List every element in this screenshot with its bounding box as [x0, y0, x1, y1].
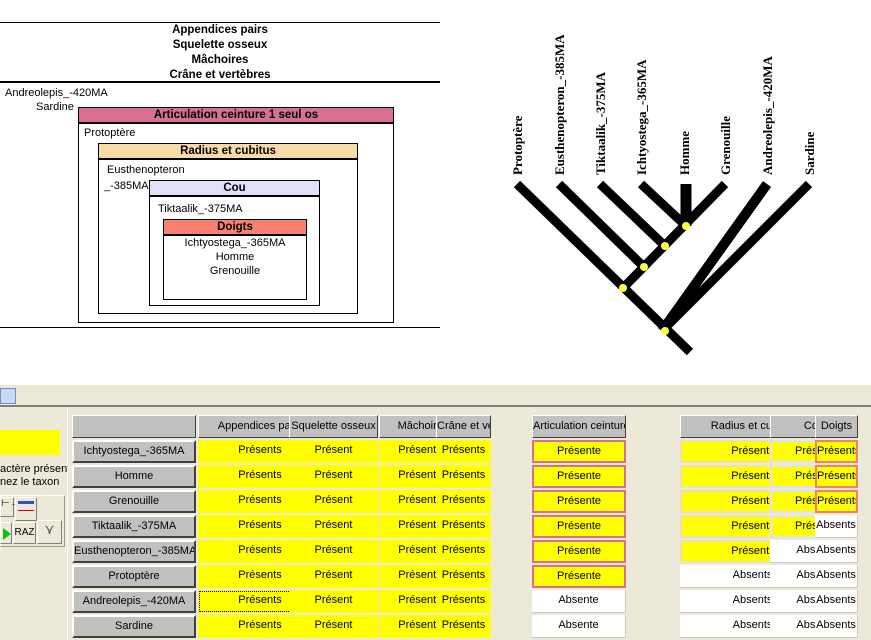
table-cell[interactable]: Présents — [815, 440, 858, 463]
row-header-taxon[interactable]: Grenouille — [72, 490, 196, 513]
shared-character: Appendices pairs — [172, 24, 268, 36]
table-cell[interactable]: Présent — [289, 565, 378, 588]
highlight-swatch — [0, 430, 60, 455]
leaf-label: Protoptère — [510, 115, 525, 175]
table-cell[interactable]: Présents — [436, 465, 491, 488]
column-header[interactable]: Crâne et vertèbres — [436, 415, 491, 438]
table-cell[interactable]: Présents — [815, 465, 858, 488]
branch — [596, 180, 669, 250]
leaf-label: Ichtyostega_-365MA — [634, 59, 649, 175]
row-header-taxon[interactable]: Protoptère — [72, 565, 196, 588]
table-cell[interactable]: Présents — [436, 490, 491, 513]
table-cell[interactable]: Absents — [815, 515, 858, 538]
table-cell[interactable]: Présents — [436, 440, 491, 463]
table-cell[interactable]: Présents — [436, 540, 491, 563]
scrollbar-thumb[interactable] — [0, 388, 16, 404]
shared-character: Crâne et vertèbres — [169, 69, 271, 81]
table-cell[interactable]: Présent — [289, 540, 378, 563]
row-header-taxon[interactable]: Ichtyostega_-365MA — [72, 440, 196, 463]
leaf-label: Sardine — [802, 131, 817, 175]
play-button[interactable] — [0, 522, 12, 544]
table-cell[interactable]: Présent — [289, 440, 378, 463]
tree-node — [661, 327, 669, 335]
table-cell[interactable]: Absents — [815, 590, 858, 613]
leaf-label: Tiktaalik_-375MA — [593, 71, 608, 175]
branch — [657, 181, 772, 334]
leaf-label: Grenouille — [718, 116, 733, 175]
table-view-button[interactable] — [15, 497, 37, 521]
taxon-label: Eusthenopteron — [107, 164, 185, 176]
tree-node — [682, 222, 690, 230]
box-title: Doigts — [164, 220, 306, 236]
table-cell[interactable]: Présente — [532, 465, 626, 488]
left-panel: actère présent nez le taxon ⊢→ RAZ ⋎ — [0, 407, 71, 640]
row-header-taxon[interactable]: Sardine — [72, 615, 196, 638]
expand-tree-button[interactable]: ⊢→ — [0, 497, 20, 517]
outgroup-taxon: Sardine — [36, 101, 74, 113]
shared-character: Mâchoires — [191, 54, 249, 66]
table-cell[interactable]: Présent — [289, 465, 378, 488]
taxon-label: Ichtyostega_-365MA — [184, 237, 286, 249]
tree-node — [661, 242, 669, 250]
table-cell[interactable]: Présent — [289, 590, 378, 613]
box-title: Cou — [150, 181, 319, 197]
table-cell[interactable]: Présents — [436, 565, 491, 588]
table-cell[interactable]: Présents — [436, 590, 491, 613]
table-cell[interactable]: Présent — [289, 515, 378, 538]
row-header-taxon[interactable]: Andreolepis_-420MA — [72, 590, 196, 613]
outgroup-taxon: Andreolepis_-420MA — [5, 87, 108, 99]
row-header-taxon[interactable]: Eusthenopteron_-385MA — [72, 540, 196, 563]
tree-node — [619, 284, 627, 292]
table-cell[interactable]: Absente — [532, 615, 626, 638]
taxon-label: Protoptère — [84, 127, 136, 139]
table-cell[interactable]: Présent — [289, 490, 378, 513]
table-cell[interactable]: Présente — [532, 490, 626, 513]
table-cell[interactable]: Présents — [436, 615, 491, 638]
leaf-label: Andreolepis_-420MA — [760, 55, 775, 175]
table-cell[interactable]: Absents — [815, 615, 858, 638]
toolbar-strip — [0, 385, 871, 407]
column-header[interactable]: Doigts — [815, 415, 858, 438]
box-doigts: Doigts Ichtyostega_-365MA Homme Grenouil… — [163, 219, 307, 300]
corner-header — [72, 415, 196, 438]
table-cell[interactable]: Présent — [289, 615, 378, 638]
branch — [637, 180, 690, 230]
column-header[interactable]: Articulation ceinture 1 seul os — [532, 415, 626, 438]
row-header-taxon[interactable]: Homme — [72, 465, 196, 488]
table-cell[interactable]: Présents — [815, 490, 858, 513]
box-title: Radius et cubitus — [99, 144, 357, 160]
taxon-label: Tiktaalik_-375MA — [158, 203, 243, 215]
raz-button[interactable]: RAZ — [13, 522, 36, 544]
table-cell[interactable]: Absents — [815, 540, 858, 563]
cladogram: Protoptère Eusthenopteron_-385MA Tiktaalik… — [510, 34, 817, 356]
table-cell[interactable]: Présente — [532, 540, 626, 563]
shared-character: Squelette osseux — [172, 39, 268, 51]
taxon-label: _-385MA — [104, 180, 149, 192]
character-table: Appendices pairs Squelette osseux Mâchoire… — [68, 407, 871, 640]
branch — [619, 180, 729, 292]
table-cell[interactable]: Absents — [815, 565, 858, 588]
leaf-label: Homme — [677, 131, 692, 175]
table-cell[interactable]: Présente — [532, 565, 626, 588]
taxon-label: Grenouille — [209, 265, 261, 277]
leaf-label: Eusthenopteron_-385MA — [552, 34, 567, 175]
hint-text: nez le taxon — [0, 476, 60, 488]
table-cell[interactable]: Présente — [532, 440, 626, 463]
branch — [555, 180, 648, 271]
box-title: Articulation ceinture 1 seul os — [79, 108, 393, 124]
table-cell[interactable]: Absente — [532, 590, 626, 613]
branch — [658, 180, 813, 335]
taxon-label: Homme — [215, 251, 255, 263]
tree-button[interactable]: ⋎ — [37, 520, 62, 544]
tree-node — [640, 263, 648, 271]
row-header-taxon[interactable]: Tiktaalik_-375MA — [72, 515, 196, 538]
column-header[interactable]: Squelette osseux — [289, 415, 378, 438]
table-cell[interactable]: Présente — [532, 515, 626, 538]
table-cell[interactable]: Présents — [436, 515, 491, 538]
hint-text: actère présent — [0, 463, 71, 475]
